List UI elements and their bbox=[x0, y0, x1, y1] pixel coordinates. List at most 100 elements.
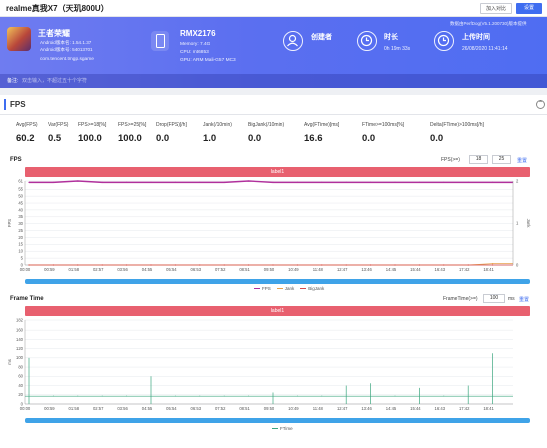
ftime-point bbox=[248, 395, 250, 397]
x-tick-label: 06:53 bbox=[191, 406, 202, 411]
metric-delta-ftime: Delta(FTime)>100ms[/h] 0.0 bbox=[430, 122, 484, 144]
legend-fps[interactable]: FPS bbox=[254, 286, 271, 291]
settings-button[interactable]: 设置 bbox=[516, 3, 542, 14]
y-axis-label: ms bbox=[8, 359, 12, 365]
x-tick-label: 05:54 bbox=[166, 406, 177, 411]
legend-jank[interactable]: Jank bbox=[276, 286, 294, 291]
x-tick-label: 07:52 bbox=[215, 267, 226, 272]
section-header: FPS ⌃ bbox=[0, 95, 547, 115]
series-bigjank-point bbox=[443, 264, 445, 266]
y-tick-label: 15 bbox=[18, 242, 23, 247]
ft-time-scrollbar[interactable] bbox=[25, 418, 530, 423]
y2-tick-label: 2 bbox=[516, 179, 519, 183]
ftime-point bbox=[174, 395, 176, 397]
metric-ftime-100: FTime>=100ms[%] 0.0 bbox=[362, 122, 405, 144]
legend-ftime[interactable]: FTime bbox=[272, 426, 293, 431]
x-tick-label: 06:53 bbox=[191, 267, 202, 272]
x-tick-label: 11:48 bbox=[313, 406, 324, 411]
series-fps-point bbox=[418, 181, 420, 183]
app-icon bbox=[7, 27, 31, 51]
upload-time: 26/08/2020 11:41:14 bbox=[462, 46, 508, 52]
series-bigjank-point bbox=[248, 264, 250, 266]
metric-jank: Jank(/10min) 1.0 bbox=[203, 122, 232, 144]
ft-threshold-label: FrameTime(>=) bbox=[443, 296, 478, 302]
y-tick-label: 20 bbox=[18, 392, 23, 397]
add-compare-button[interactable]: 加入对比 bbox=[480, 3, 512, 14]
series-bigjank-point bbox=[272, 264, 274, 266]
ft-reset-button[interactable]: 重置 bbox=[519, 297, 530, 303]
y-tick-label: 35 bbox=[18, 214, 23, 219]
series-bigjank-point bbox=[492, 264, 494, 266]
report-version: 数据由PerfDog(V5.1.200730)版本提供 bbox=[450, 21, 527, 26]
metric-fps-18: FPS>=18[%] 100.0 bbox=[78, 122, 107, 144]
legend-bigjank[interactable]: BigJank bbox=[300, 286, 324, 291]
x-tick-label: 01:58 bbox=[69, 406, 80, 411]
series-fps-point bbox=[296, 181, 298, 183]
ftime-point bbox=[321, 395, 323, 397]
x-tick-label: 03:56 bbox=[117, 406, 128, 411]
clock-icon bbox=[357, 31, 377, 51]
series-bigjank-point bbox=[321, 264, 323, 266]
x-tick-label: 17:42 bbox=[459, 406, 470, 411]
series-bigjank-point bbox=[418, 264, 420, 266]
fps-threshold-input-2[interactable]: 25 bbox=[492, 155, 511, 164]
ftime-point bbox=[394, 395, 396, 397]
x-tick-label: 09:50 bbox=[264, 406, 275, 411]
series-bigjank-point bbox=[223, 264, 225, 266]
series-bigjank-point bbox=[174, 264, 176, 266]
series-bigjank-point bbox=[296, 264, 298, 266]
ftime-point bbox=[52, 395, 54, 397]
series-bigjank-point bbox=[345, 264, 347, 266]
ftime-point bbox=[223, 395, 225, 397]
ft-label-bar[interactable]: label1 bbox=[25, 306, 530, 316]
metric-drop: Drop(FPS)[/h] 0.0 bbox=[156, 122, 187, 144]
ftime-point bbox=[101, 395, 103, 397]
android-version-name: Android版本名: 1.54.1.37 bbox=[40, 40, 92, 45]
fps-section: FPS ⌃ Avg(FPS) 60.2 Var(FPS) 0.5 FPS>=18[%… bbox=[0, 95, 547, 448]
metrics-row: Avg(FPS) 60.2 Var(FPS) 0.5 FPS>=18[%] 100.0… bbox=[0, 122, 547, 148]
ft-threshold-input[interactable]: 100 bbox=[483, 294, 505, 303]
series-fps-point bbox=[321, 181, 323, 183]
fps-chart-title: FPS bbox=[10, 157, 22, 163]
series-fps-point bbox=[248, 180, 250, 182]
collapse-icon[interactable]: ⌃ bbox=[536, 100, 545, 109]
fps-reset-button[interactable]: 重置 bbox=[517, 158, 528, 164]
series-bigjank-point bbox=[467, 264, 469, 266]
y-tick-label: 45 bbox=[18, 200, 23, 205]
series-bigjank-point bbox=[394, 264, 396, 266]
ftime-point bbox=[77, 395, 79, 397]
y-tick-label: 25 bbox=[18, 228, 23, 233]
series-fps-point bbox=[199, 181, 201, 183]
android-version-code: Android版本号: 54013701 bbox=[40, 47, 93, 52]
series-fps-point bbox=[28, 181, 30, 183]
fps-threshold-input-1[interactable]: 18 bbox=[469, 155, 488, 164]
ft-threshold-unit: ms bbox=[508, 296, 515, 302]
y-tick-label: 30 bbox=[18, 221, 23, 226]
x-tick-label: 04:55 bbox=[142, 406, 153, 411]
phone-icon bbox=[151, 31, 169, 51]
package-name: com.tencent.tmgp.sgame bbox=[40, 57, 94, 62]
remark-input[interactable]: 双击输入，不超过五十个字符 bbox=[22, 78, 88, 84]
section-accent bbox=[4, 99, 6, 110]
series-fps-point bbox=[52, 181, 55, 183]
x-tick-label: 07:52 bbox=[215, 406, 226, 411]
series-fps-point bbox=[126, 181, 128, 183]
fps-time-scrollbar[interactable] bbox=[25, 279, 530, 284]
x-tick-label: 12:47 bbox=[337, 406, 348, 411]
ft-legend: FTime bbox=[272, 426, 293, 431]
ft-chart-title: Frame Time bbox=[10, 296, 44, 302]
y2-tick-label: 0 bbox=[516, 262, 519, 267]
x-tick-label: 18:41 bbox=[483, 267, 494, 272]
x-tick-label: 13:46 bbox=[361, 406, 372, 411]
y-tick-label: 40 bbox=[18, 383, 23, 388]
device-memory: Memory: 7.4G bbox=[180, 42, 211, 47]
metric-var-fps: Var(FPS) 0.5 bbox=[48, 122, 69, 144]
series-bigjank-point bbox=[126, 264, 128, 266]
top-bar: realme真我X7（天玑800U） 加入对比 设置 bbox=[0, 0, 547, 17]
user-icon bbox=[283, 31, 303, 51]
y-tick-label: 60 bbox=[18, 374, 23, 379]
x-tick-label: 03:56 bbox=[117, 267, 128, 272]
series-jank-point bbox=[492, 263, 494, 265]
x-tick-label: 14:45 bbox=[386, 406, 397, 411]
fps-label-bar[interactable]: label1 bbox=[25, 167, 530, 177]
